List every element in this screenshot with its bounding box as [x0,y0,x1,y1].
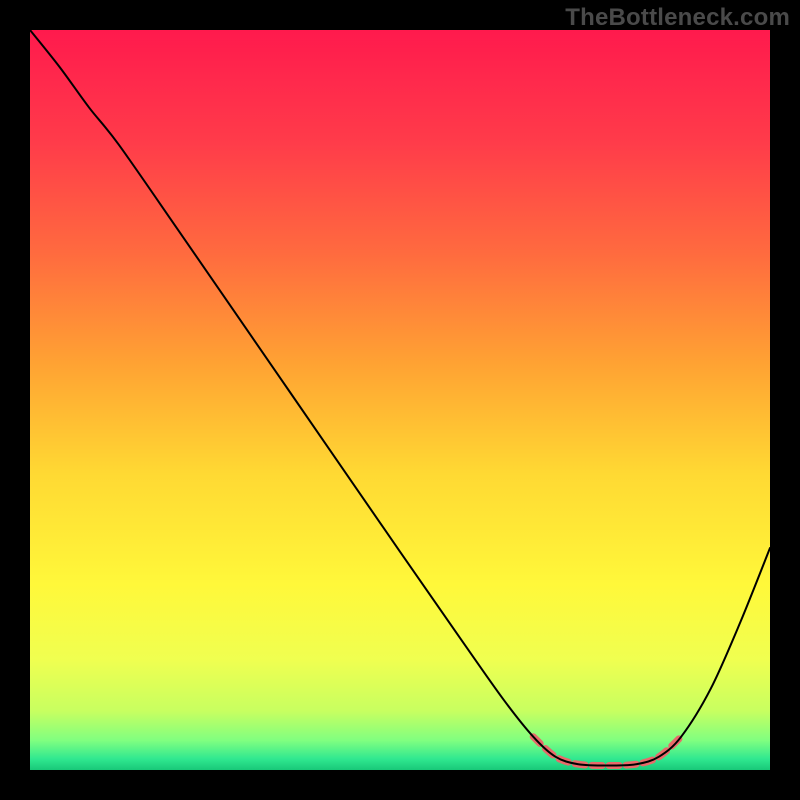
bottleneck-curve [30,30,770,766]
curve-layer [30,30,770,770]
watermark-text: TheBottleneck.com [565,4,790,32]
highlight-segment [533,737,681,766]
chart-container: { "watermark": { "text": "TheBottleneck.… [0,0,800,800]
plot-area [30,30,770,770]
plot-frame [30,30,770,770]
